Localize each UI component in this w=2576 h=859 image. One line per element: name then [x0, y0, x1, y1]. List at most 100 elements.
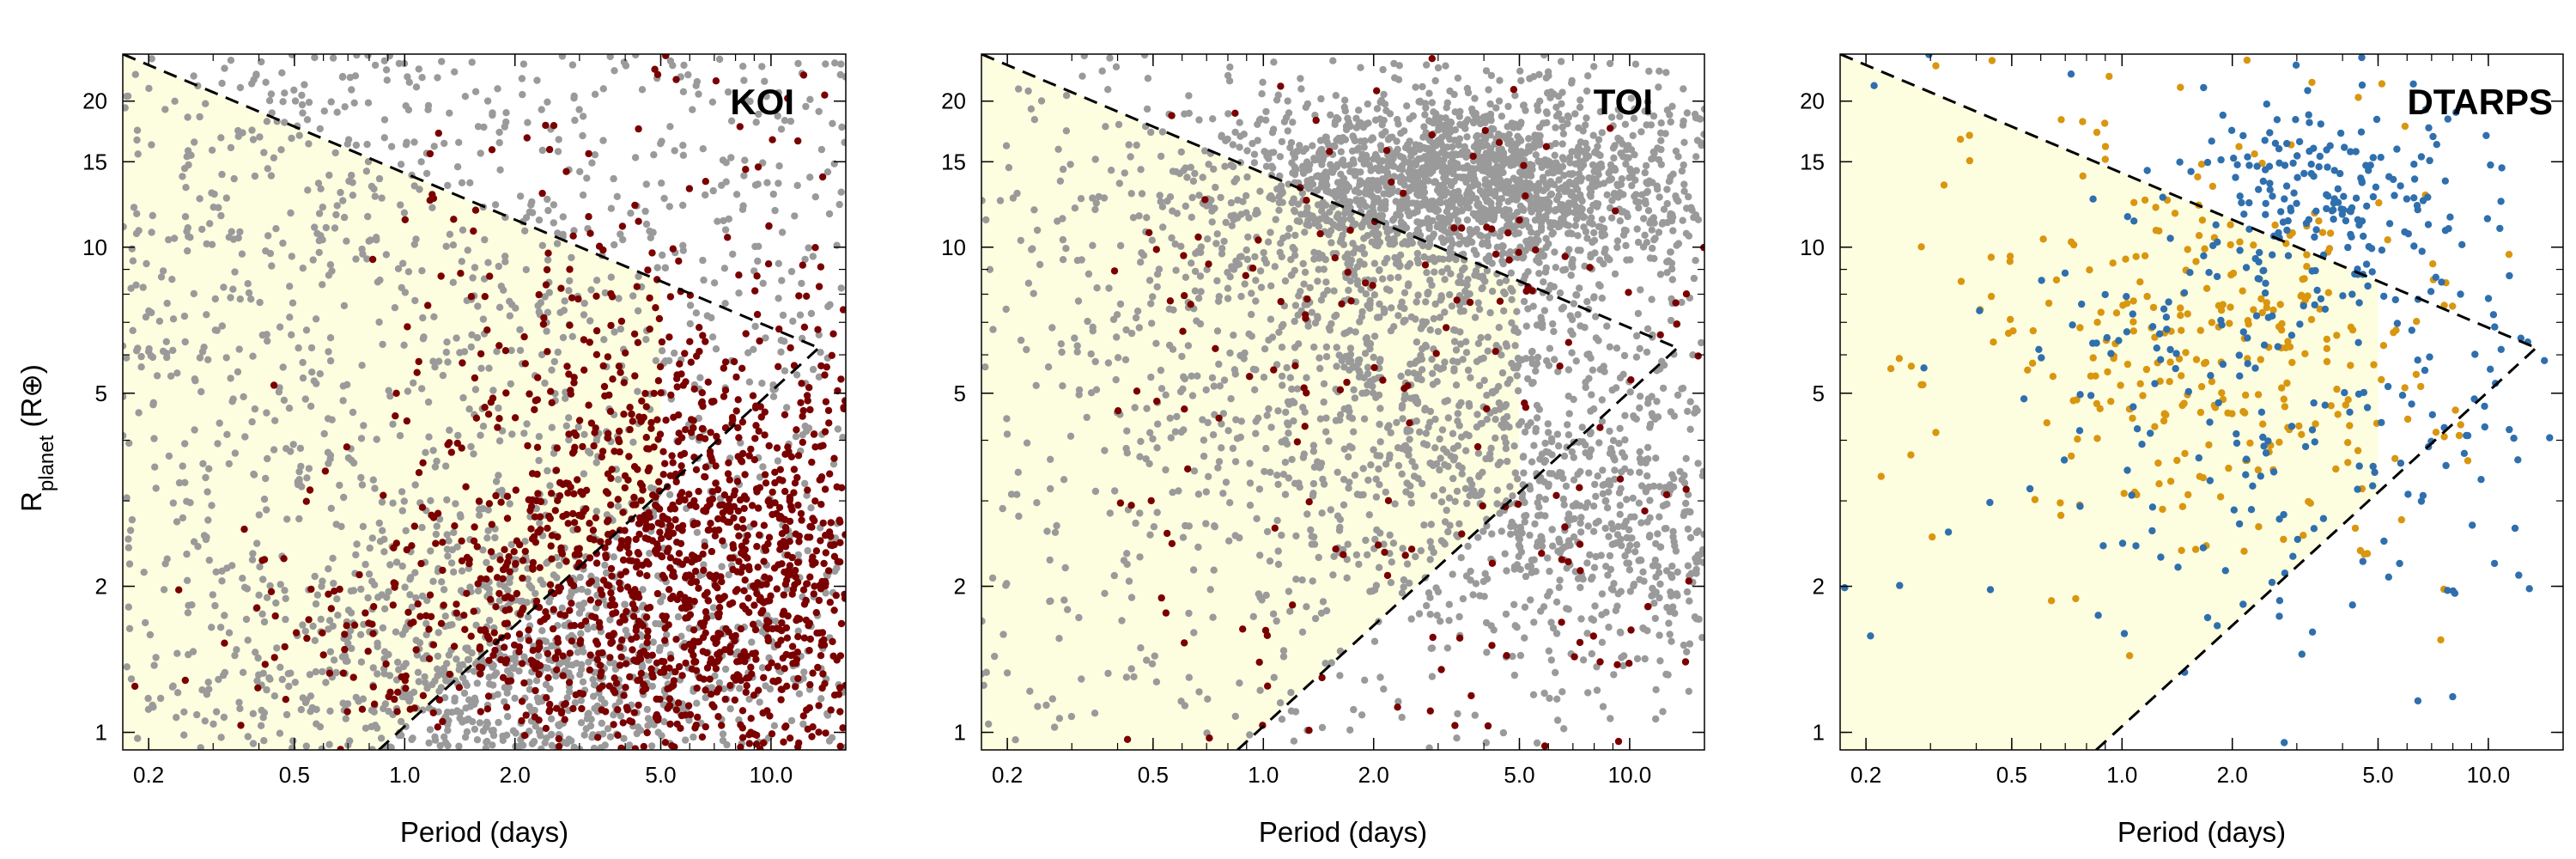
data-point — [763, 179, 771, 186]
data-point — [623, 543, 631, 551]
data-point — [794, 627, 802, 635]
data-point — [777, 696, 785, 704]
data-point — [837, 284, 845, 292]
data-point — [810, 590, 817, 598]
data-point — [700, 566, 708, 575]
data-point — [598, 706, 605, 714]
data-point — [744, 594, 752, 602]
data-point — [1355, 107, 1363, 114]
data-point — [451, 694, 459, 702]
data-point — [1191, 169, 1199, 178]
data-point — [740, 504, 748, 513]
data-point — [710, 703, 718, 711]
data-point — [754, 163, 762, 171]
data-point — [547, 387, 555, 395]
data-point — [1316, 137, 1325, 144]
data-point — [753, 310, 762, 319]
data-point — [339, 197, 347, 204]
data-point — [677, 491, 684, 499]
data-point — [484, 527, 492, 534]
data-point — [125, 544, 132, 551]
data-point — [180, 708, 188, 716]
data-point — [547, 715, 556, 723]
data-point — [658, 180, 665, 187]
data-point — [702, 178, 709, 186]
data-point — [467, 442, 475, 451]
data-point — [755, 110, 762, 119]
data-point — [125, 603, 132, 611]
data-point — [693, 684, 701, 692]
data-point — [350, 99, 358, 107]
data-point — [707, 691, 715, 698]
data-point — [538, 241, 546, 249]
data-point — [1425, 89, 1433, 97]
data-point — [123, 663, 131, 671]
data-point — [302, 497, 310, 505]
data-point — [431, 463, 440, 471]
data-point — [817, 442, 824, 450]
data-point — [1270, 149, 1278, 156]
data-point — [643, 639, 651, 647]
data-point — [379, 527, 386, 534]
data-point — [272, 599, 280, 607]
data-point — [267, 90, 276, 98]
data-point — [736, 123, 744, 131]
data-point — [455, 138, 463, 146]
data-point — [559, 230, 567, 239]
data-point — [137, 363, 145, 371]
data-point — [663, 548, 671, 556]
data-point — [562, 168, 570, 175]
data-point — [679, 88, 688, 96]
data-point — [339, 669, 347, 677]
data-point — [227, 375, 234, 382]
data-point — [459, 393, 467, 402]
data-point — [544, 466, 551, 475]
data-point — [592, 459, 600, 466]
data-point — [569, 509, 577, 518]
data-point — [358, 362, 366, 369]
data-point — [221, 639, 228, 647]
data-point — [796, 311, 805, 319]
data-point — [181, 338, 189, 346]
data-point — [620, 411, 628, 418]
data-point — [477, 431, 484, 439]
data-point — [395, 59, 404, 68]
data-point — [1406, 115, 1413, 123]
data-point — [764, 260, 773, 268]
data-point — [256, 563, 264, 570]
data-point — [516, 346, 525, 355]
data-point — [1229, 141, 1237, 149]
data-point — [505, 552, 513, 561]
data-point — [1403, 102, 1411, 110]
data-point — [666, 490, 674, 498]
data-point — [189, 648, 197, 655]
data-point — [419, 314, 427, 322]
data-point — [635, 619, 644, 627]
data-point — [1496, 278, 1504, 287]
data-point — [214, 440, 222, 448]
data-point — [341, 645, 349, 654]
data-point — [303, 474, 311, 482]
data-point — [173, 369, 181, 377]
data-point — [775, 325, 783, 333]
data-point — [765, 575, 774, 582]
data-point — [635, 272, 642, 280]
data-point — [643, 705, 652, 714]
data-point — [360, 422, 368, 430]
data-point — [742, 537, 750, 545]
x-tick-label: 10.0 — [750, 762, 793, 788]
data-point — [781, 723, 789, 731]
data-point — [126, 527, 135, 534]
data-point — [546, 482, 554, 490]
data-point — [124, 92, 132, 101]
data-point — [495, 128, 503, 137]
data-point — [532, 397, 539, 405]
data-point — [485, 656, 493, 664]
data-point — [696, 324, 703, 332]
data-point — [401, 677, 409, 685]
data-point — [383, 76, 391, 84]
data-point — [675, 257, 683, 265]
data-point — [638, 417, 646, 424]
data-point — [398, 507, 406, 515]
data-point — [329, 554, 337, 563]
